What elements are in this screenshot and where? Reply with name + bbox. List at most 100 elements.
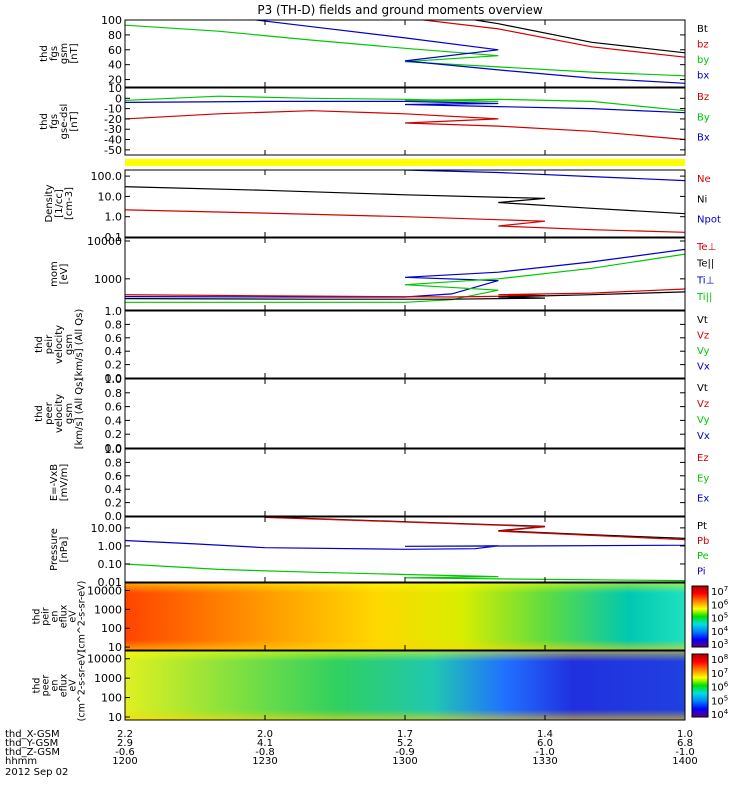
y-tick-label: 0.1 bbox=[105, 231, 123, 244]
y-tick-label: 1.0 bbox=[105, 443, 123, 456]
legend-label: by bbox=[697, 55, 709, 66]
legend-label: Vy bbox=[697, 346, 710, 357]
y-axis-label: peir bbox=[41, 607, 52, 626]
series-line-Pt bbox=[264, 517, 685, 542]
legend-label: Ez bbox=[697, 453, 709, 464]
y-tick-label: 1000 bbox=[94, 603, 122, 616]
y-tick-label: 60 bbox=[108, 44, 122, 57]
position-value: -1.0 bbox=[535, 747, 555, 758]
colorbar-tick-label: 104 bbox=[711, 708, 729, 721]
colorbar-tick-label: 104 bbox=[711, 625, 729, 638]
legend-label: Bz bbox=[697, 92, 709, 103]
y-tick-label: 40 bbox=[108, 59, 122, 72]
legend-label: Bx bbox=[697, 133, 710, 144]
series-line-Pi bbox=[125, 539, 685, 550]
colorbar-tick-label: 107 bbox=[711, 585, 728, 598]
series-line-Bx bbox=[125, 100, 685, 115]
legend-label: Te⊥ bbox=[696, 242, 716, 253]
y-axis-label: [km/s] (All Qs) bbox=[74, 378, 85, 450]
y-axis-label: en bbox=[50, 611, 61, 623]
position-value: 1.7 bbox=[397, 729, 413, 740]
legend-label: Te|| bbox=[696, 259, 714, 270]
series-line-by bbox=[125, 24, 685, 77]
y-axis-label: eV bbox=[68, 679, 79, 692]
y-tick-label: -30 bbox=[104, 123, 122, 136]
y-axis-label: [mV/m] bbox=[59, 464, 70, 502]
position-value: -0.8 bbox=[255, 747, 275, 758]
series-line-Te|| bbox=[125, 288, 685, 300]
y-axis-label: [cm-3] bbox=[64, 187, 75, 220]
legend-label: Bt bbox=[697, 24, 708, 35]
y-axis-label: en bbox=[50, 680, 61, 692]
legend-label: Vz bbox=[697, 399, 709, 410]
y-tick-label: 0.4 bbox=[105, 345, 123, 358]
y-tick-label: 10 bbox=[108, 82, 122, 95]
series-line-Ni bbox=[125, 186, 685, 215]
plot-title: P3 (TH-D) fields and ground moments over… bbox=[257, 3, 542, 17]
y-tick-label: 1000 bbox=[94, 672, 122, 685]
series-line-bz bbox=[418, 20, 685, 69]
y-axis-label: E=-VxB bbox=[49, 464, 60, 501]
colorbar-tick-label: 106 bbox=[711, 681, 729, 694]
y-axis-label: [nPa] bbox=[59, 536, 70, 562]
y-tick-label: 0.4 bbox=[105, 483, 123, 496]
legend-label: Vt bbox=[697, 315, 708, 326]
colorbar-tick-label: 107 bbox=[711, 667, 728, 680]
spectrogram-overlay bbox=[125, 583, 685, 650]
position-row-label: thd_Z-GSM bbox=[5, 747, 60, 758]
y-tick-label: 0.10 bbox=[98, 558, 123, 571]
colorbar-tick-label: 105 bbox=[711, 694, 728, 707]
y-axis-label: peir bbox=[44, 334, 55, 354]
panel-frame-e-field bbox=[124, 448, 686, 517]
y-tick-label: -40 bbox=[104, 134, 122, 147]
y-tick-label: 1.0 bbox=[105, 305, 123, 318]
y-tick-label: 1.00 bbox=[98, 540, 123, 553]
colorbar-tick-label: 105 bbox=[711, 612, 728, 625]
legend-label: Npot bbox=[697, 215, 721, 226]
y-axis-label: velocity bbox=[54, 325, 65, 364]
y-tick-label: 0.8 bbox=[105, 318, 123, 331]
y-axis-label: gse-dsl bbox=[59, 104, 70, 140]
y-tick-label: 10000 bbox=[87, 653, 122, 666]
legend-label: Ti|| bbox=[696, 292, 712, 303]
legend-label: Ne bbox=[697, 174, 711, 185]
y-tick-label: 1.0 bbox=[105, 373, 123, 386]
y-axis-label: Pressure bbox=[49, 528, 60, 571]
panel-frame-electron-velocity bbox=[124, 378, 686, 449]
y-tick-label: 10 bbox=[108, 711, 122, 724]
position-value: 2.9 bbox=[117, 738, 133, 749]
legend-label: Ni bbox=[697, 194, 707, 205]
y-axis-label: gsm bbox=[64, 334, 75, 355]
y-tick-label: 0.0 bbox=[105, 510, 123, 523]
series-line-Pe bbox=[125, 563, 685, 582]
position-value: -0.9 bbox=[395, 747, 415, 758]
y-axis-label: fgs bbox=[49, 46, 60, 61]
position-value: 1400 bbox=[672, 756, 697, 767]
y-tick-label: 1.0 bbox=[105, 211, 123, 224]
series-line-Ne bbox=[125, 209, 685, 236]
y-tick-label: 0.01 bbox=[98, 576, 123, 589]
y-tick-label: 0.6 bbox=[105, 332, 123, 345]
panel-frame-ion-velocity bbox=[124, 310, 686, 379]
position-value: 1330 bbox=[532, 756, 557, 767]
position-row-label: thd_X-GSM bbox=[5, 729, 60, 740]
series-line-By bbox=[125, 95, 685, 112]
y-tick-label: 0.0 bbox=[105, 372, 123, 385]
y-axis-label: thd bbox=[32, 678, 43, 694]
legend-label: Pe bbox=[697, 551, 709, 562]
colorbar-electron-eflux bbox=[691, 653, 709, 718]
position-value: 1300 bbox=[392, 756, 417, 767]
series-line-bx bbox=[250, 20, 685, 86]
y-tick-label: 0.8 bbox=[105, 387, 123, 400]
series-line-Pb bbox=[264, 517, 685, 545]
y-tick-label: -50 bbox=[104, 144, 122, 157]
y-tick-label: 10000 bbox=[87, 585, 122, 598]
y-tick-label: 100 bbox=[101, 692, 122, 705]
position-value: -1.0 bbox=[675, 747, 695, 758]
series-line-Npot bbox=[404, 170, 685, 189]
y-tick-label: 0.8 bbox=[105, 456, 123, 469]
y-axis-label: Density bbox=[44, 184, 55, 222]
position-row-label: thd_Y-GSM bbox=[5, 738, 58, 749]
y-tick-label: 10.0 bbox=[98, 190, 123, 203]
y-axis-label: thd bbox=[32, 609, 43, 625]
